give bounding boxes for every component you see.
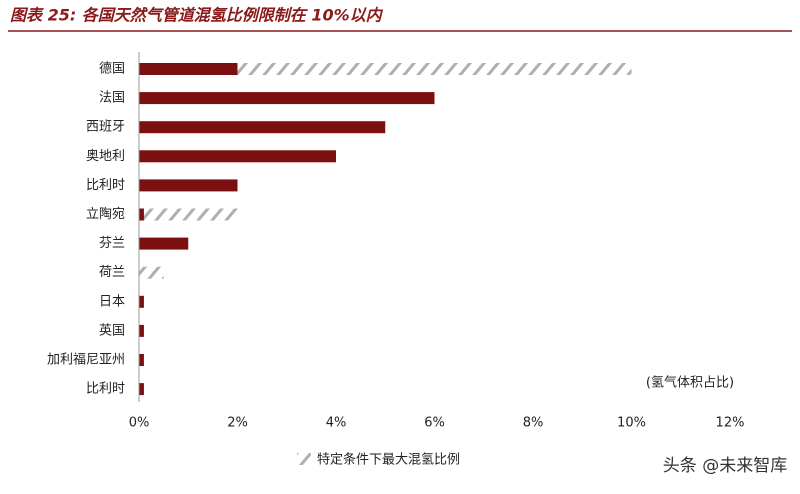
y-tick-label: 比利时 — [86, 382, 125, 397]
bar — [139, 208, 144, 221]
y-tick-label: 法国 — [99, 91, 125, 106]
bar — [139, 354, 144, 366]
chart-title: 图表 25: 各国天然气管道混氢比例限制在 10%以内 — [10, 6, 384, 25]
legend-swatch — [297, 453, 311, 465]
bar — [139, 150, 336, 163]
y-tick-label: 西班牙 — [86, 120, 125, 135]
y-tick-label: 德国 — [99, 62, 125, 77]
bar — [139, 63, 238, 75]
x-tick-label: 2% — [227, 416, 248, 431]
x-tick-label: 4% — [326, 416, 347, 431]
y-tick-label: 比利时 — [86, 178, 125, 193]
x-tick-label: 12% — [716, 416, 745, 431]
x-tick-label: 10% — [617, 416, 646, 431]
bar — [139, 179, 238, 192]
x-tick-label: 0% — [129, 416, 150, 431]
bar — [139, 266, 164, 279]
watermark: 头条 @未来智库 — [663, 456, 787, 476]
bar — [139, 92, 435, 105]
x-tick-label: 6% — [424, 416, 445, 431]
bar — [139, 63, 632, 75]
y-tick-label: 英国 — [99, 323, 125, 338]
y-tick-label: 日本 — [99, 294, 125, 309]
y-tick-label: 奥地利 — [86, 149, 125, 164]
x-tick-label: 8% — [523, 416, 544, 431]
bar — [139, 295, 144, 308]
bar — [139, 324, 144, 337]
bar — [139, 383, 144, 396]
bar — [139, 121, 386, 134]
y-tick-label: 荷兰 — [99, 265, 125, 280]
annotation: (氢气体积占比) — [646, 375, 734, 391]
y-tick-label: 立陶宛 — [86, 206, 125, 222]
bar — [139, 208, 238, 221]
y-tick-label: 加利福尼亚州 — [47, 353, 125, 368]
bar — [139, 237, 189, 250]
y-tick-label: 芬兰 — [99, 236, 125, 251]
legend-label: 特定条件下最大混氢比例 — [317, 452, 460, 468]
